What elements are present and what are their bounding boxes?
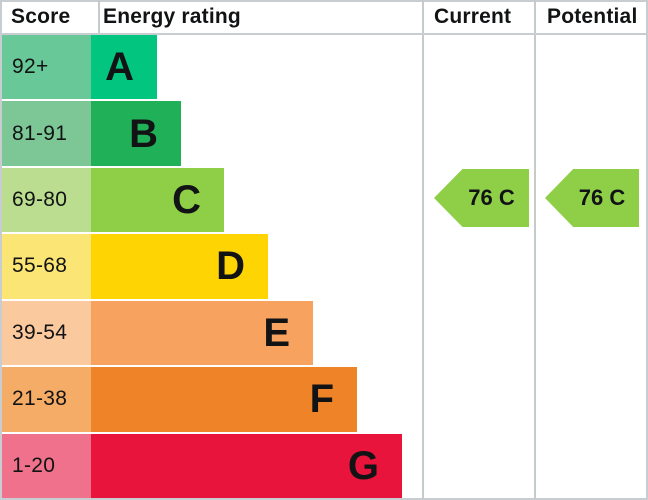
band-score-range: 92+ — [2, 35, 91, 100]
current-column-header: Current — [434, 4, 512, 28]
chart-header: Score Energy rating Current Potential — [0, 0, 648, 35]
current-column-divider — [422, 0, 424, 500]
band-score-range: 1-20 — [2, 433, 91, 498]
band-letter: G — [347, 443, 379, 488]
potential-column-divider — [534, 0, 536, 500]
band-bar: G — [91, 433, 402, 498]
band-bar: B — [91, 101, 181, 166]
band-bar: E — [91, 300, 313, 366]
potential-rating-value: 76 C — [578, 185, 626, 210]
potential-column-header: Potential — [547, 4, 638, 28]
band-bar: D — [91, 234, 268, 299]
band-letter: A — [105, 45, 134, 90]
band-row: 39-54 E — [2, 300, 646, 366]
band-score-range: 21-38 — [2, 367, 91, 432]
band-letter: B — [129, 111, 158, 156]
band-row: 21-38 F — [2, 367, 646, 432]
band-letter: E — [263, 310, 290, 355]
band-row: 55-68 D — [2, 234, 646, 299]
band-row: 69-80 C — [2, 167, 646, 233]
band-rows: 92+ A 81-91 B 69-80 C 55-68 D 39-54 — [2, 35, 646, 498]
band-score-range: 39-54 — [2, 300, 91, 366]
band-row: 1-20 G — [2, 433, 646, 498]
band-bar: C — [91, 167, 224, 233]
band-row: 81-91 B — [2, 101, 646, 166]
band-letter: F — [309, 377, 334, 422]
band-score-range: 55-68 — [2, 234, 91, 299]
energy-rating-column-header: Energy rating — [103, 4, 241, 28]
band-bar: F — [91, 367, 357, 432]
band-letter: C — [172, 178, 201, 223]
band-score-range: 69-80 — [2, 167, 91, 233]
score-column-header: Score — [2, 0, 100, 33]
band-letter: D — [216, 244, 245, 289]
band-row: 92+ A — [2, 35, 646, 100]
current-rating-value: 76 C — [468, 185, 515, 210]
band-bar: A — [91, 35, 157, 100]
band-score-range: 81-91 — [2, 101, 91, 166]
